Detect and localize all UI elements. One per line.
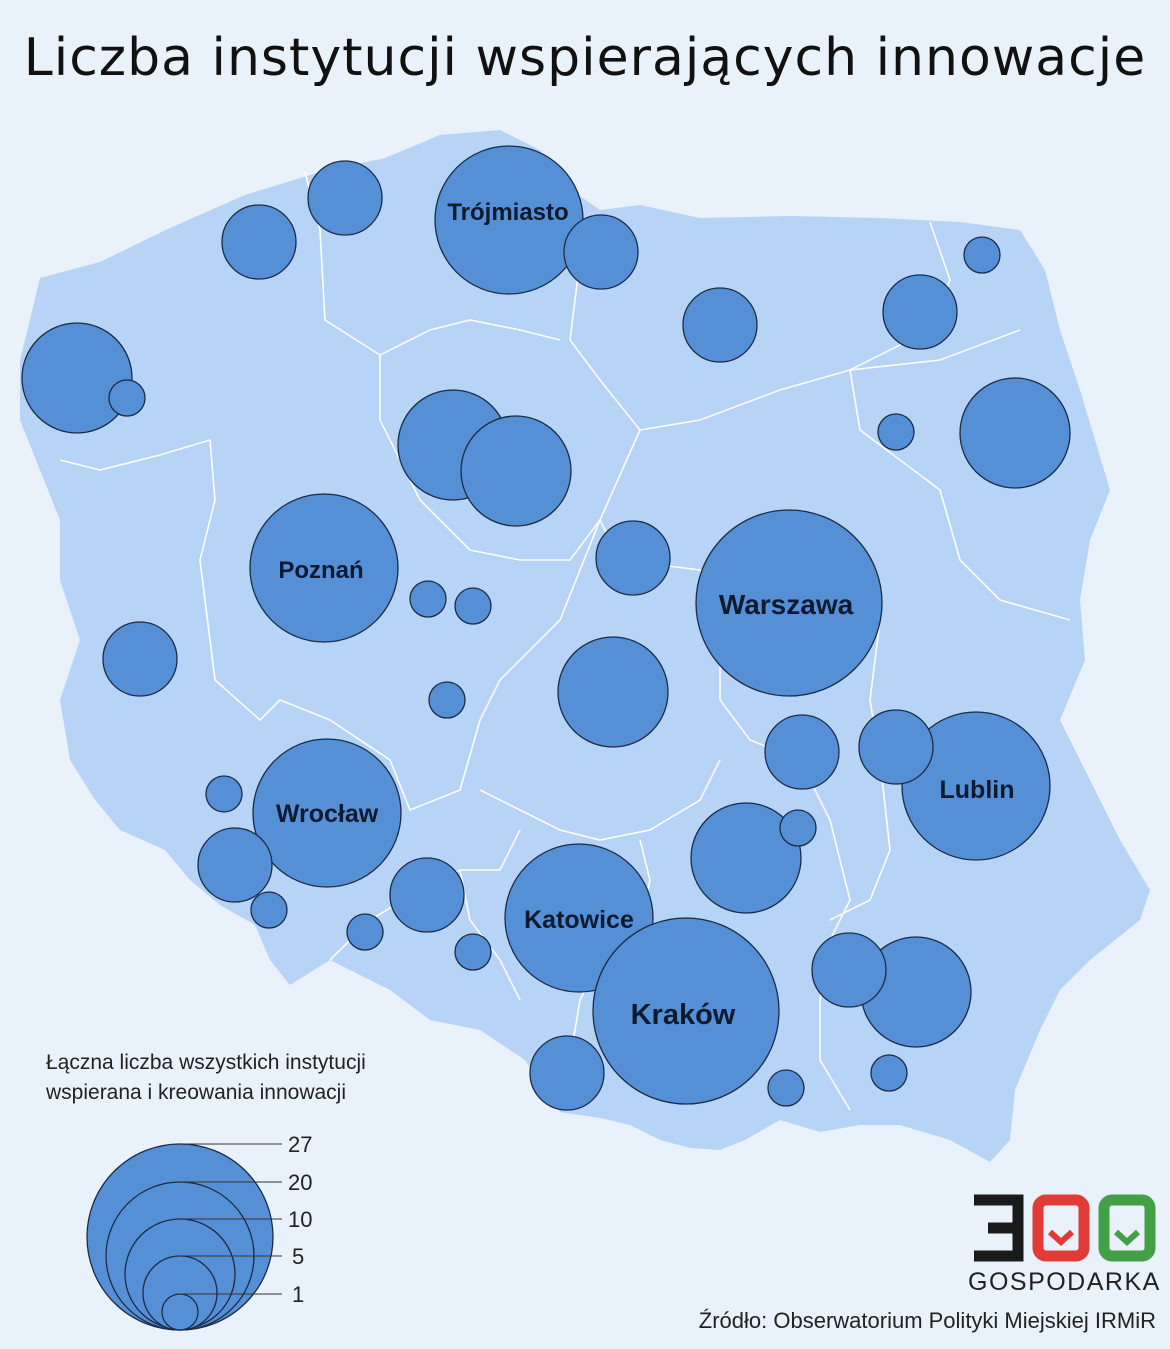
bubble [409, 580, 447, 618]
bubble [205, 775, 243, 813]
bubble [21, 322, 133, 434]
city-label-poznan: Poznań [278, 557, 363, 584]
legend-value-20: 20 [288, 1170, 312, 1195]
bubble [767, 1069, 805, 1107]
bubble-wroclaw [252, 738, 402, 888]
bubble [682, 287, 758, 363]
bubble [882, 274, 958, 350]
bubble [428, 681, 466, 719]
bubble [197, 827, 273, 903]
bubble-warszawa [695, 509, 883, 697]
bubble [529, 1035, 605, 1111]
city-label-wroclaw: Wrocław [276, 800, 379, 828]
bubble [102, 621, 178, 697]
bubble [870, 1054, 908, 1092]
page-title: Liczba instytucji wspierających innowacj… [23, 28, 1147, 88]
legend-value-1: 1 [292, 1282, 304, 1307]
bubble-krakow [592, 917, 780, 1105]
legend-title-line2: wspierana i kreowania innowacji [46, 1081, 346, 1104]
bubbles [21, 145, 1071, 1111]
bubble [877, 413, 915, 451]
bubble [779, 809, 817, 847]
bubble [454, 933, 492, 971]
bubble [557, 636, 669, 748]
logo-name: GOSPODARKA [968, 1268, 1161, 1296]
logo-300-icon: 300 [974, 1194, 1156, 1262]
bubble [690, 802, 802, 914]
bubble [595, 520, 671, 596]
city-labels: Trójmiasto Poznań Warszawa Lublin Wrocła… [276, 199, 1015, 1031]
legend-value-5: 5 [292, 1244, 304, 1269]
city-label-katowice: Katowice [524, 906, 634, 934]
city-label-lublin: Lublin [940, 776, 1015, 804]
legend-value-27: 27 [288, 1132, 312, 1157]
city-label-trojmiasto: Trójmiasto [447, 199, 568, 226]
legend-title-line1: Łączna liczba wszystkich instytucji [46, 1051, 366, 1074]
bubble [250, 891, 288, 929]
bubble [221, 204, 297, 280]
size-legend: 27 20 10 5 1 [86, 1132, 312, 1331]
bubble [454, 587, 492, 625]
bubble [108, 379, 146, 417]
city-label-warszawa: Warszawa [719, 589, 854, 620]
bubble [563, 214, 639, 290]
bubble [460, 415, 572, 527]
bubble-poznan [249, 493, 399, 643]
legend-value-10: 10 [288, 1207, 312, 1232]
bubble [764, 714, 840, 790]
bubble [389, 857, 465, 933]
city-label-krakow: Kraków [631, 999, 736, 1031]
bubble-lublin [901, 711, 1051, 861]
legend-circle-1 [161, 1293, 199, 1331]
bubble [963, 236, 1001, 274]
bubble [346, 913, 384, 951]
legend-title: Łączna liczba wszystkich instytucji wspi… [46, 1048, 466, 1108]
source-note: Źródło: Obserwatorium Polityki Miejskiej… [698, 1308, 1156, 1333]
bubble [307, 160, 383, 236]
bubble [959, 377, 1071, 489]
bubble [811, 932, 887, 1008]
bubble [858, 709, 934, 785]
